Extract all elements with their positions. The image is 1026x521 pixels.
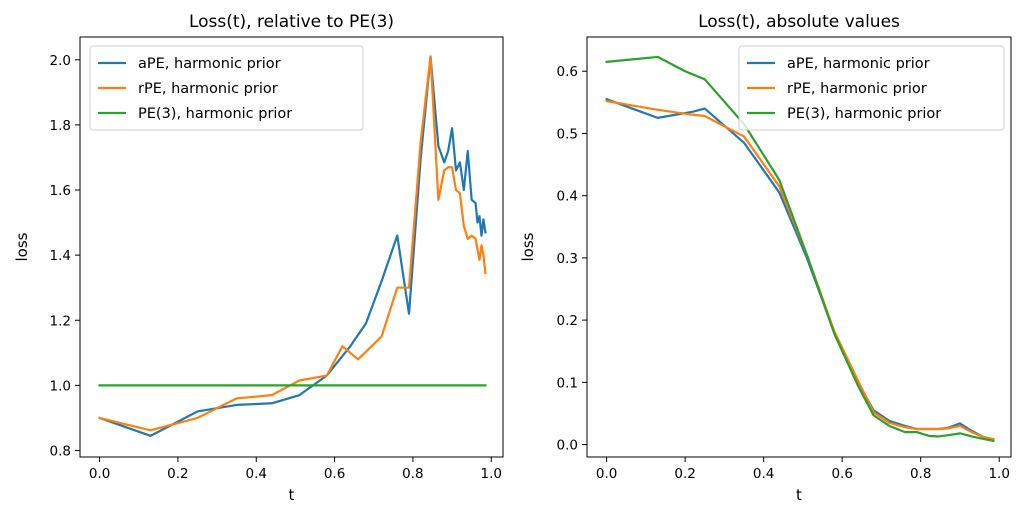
chart2-ytick-label: 0.3 [557,251,578,267]
chart1-ytick-label: 0.8 [50,443,71,459]
chart2-title: Loss(t), absolute values [698,12,900,32]
chart2-xtick-label: 0.6 [831,466,852,482]
chart1-legend-label-1: aPE, harmonic prior [138,56,281,72]
chart2-legend-label-1: aPE, harmonic prior [787,56,930,72]
chart2-legend-label-3: PE(3), harmonic prior [787,106,941,122]
chart2-series-line-2 [605,99,995,441]
chart2-legend-label-2: rPE, harmonic prior [787,81,927,97]
chart2-ytick-label: 0.2 [557,313,578,329]
chart1-xlabel: t [289,486,295,504]
chart1-ytick-label: 1.8 [50,118,71,134]
chart2-ytick-label: 0.4 [557,189,578,205]
chart2-group: 0.0 0.2 0.4 0.6 0.8 1.0 0.0 0.1 0.2 0.3 0.4 0.5 0.6 L… [519,12,1012,504]
chart2-series-line-3 [605,55,995,443]
chart2-xtick-label: 0.0 [596,466,617,482]
chart2-ytick-label: 0.1 [557,375,578,391]
chart1-xtick-label: 0.8 [402,466,423,482]
chart1-ytick-label: 1.0 [50,378,71,394]
chart1-ytick-label: 2.0 [50,53,71,69]
chart1-xtick-label: 0.4 [246,466,267,482]
chart2-legend-box [738,45,1005,131]
chart2-axes-frame [586,36,1012,458]
chart2-ytick-label: 0.6 [557,64,578,80]
chart2-xtick-label: 0.8 [910,466,931,482]
chart2-xtick-label: 1.0 [988,466,1009,482]
chart1-series-line-2 [98,55,487,432]
chart1-xtick-label: 0.6 [324,466,345,482]
chart2-ylabel: loss [519,232,537,261]
chart1-group: 0.0 0.2 0.4 0.6 0.8 1.0 0.8 1.0 1.2 1.4 1.6 1.8 2.0 L… [13,12,504,504]
chart2-xtick-label: 0.4 [753,466,774,482]
chart1-legend-label-2: rPE, harmonic prior [138,81,278,97]
chart1-ytick-label: 1.6 [50,183,71,199]
chart1-legend-label-3: PE(3), harmonic prior [138,106,292,122]
chart1-ytick-label: 1.2 [50,313,71,329]
chart1-axes-frame [79,36,504,458]
chart1-xtick-label: 0.2 [167,466,188,482]
chart2-xlabel: t [796,486,802,504]
chart1-xtick-label: 0.0 [89,466,110,482]
chart1-ytick-label: 1.4 [50,248,71,264]
chart1-title: Loss(t), relative to PE(3) [189,12,394,32]
chart2-ytick-label: 0.5 [557,126,578,142]
chart2-series-line-1 [605,97,995,441]
chart2-xtick-label: 0.2 [674,466,695,482]
chart1-xtick-label: 1.0 [481,466,502,482]
chart1-series-line-1 [98,55,487,437]
chart1-ylabel: loss [13,232,31,261]
chart2-ytick-label: 0.0 [557,438,578,454]
chart1-legend-box [89,45,364,131]
